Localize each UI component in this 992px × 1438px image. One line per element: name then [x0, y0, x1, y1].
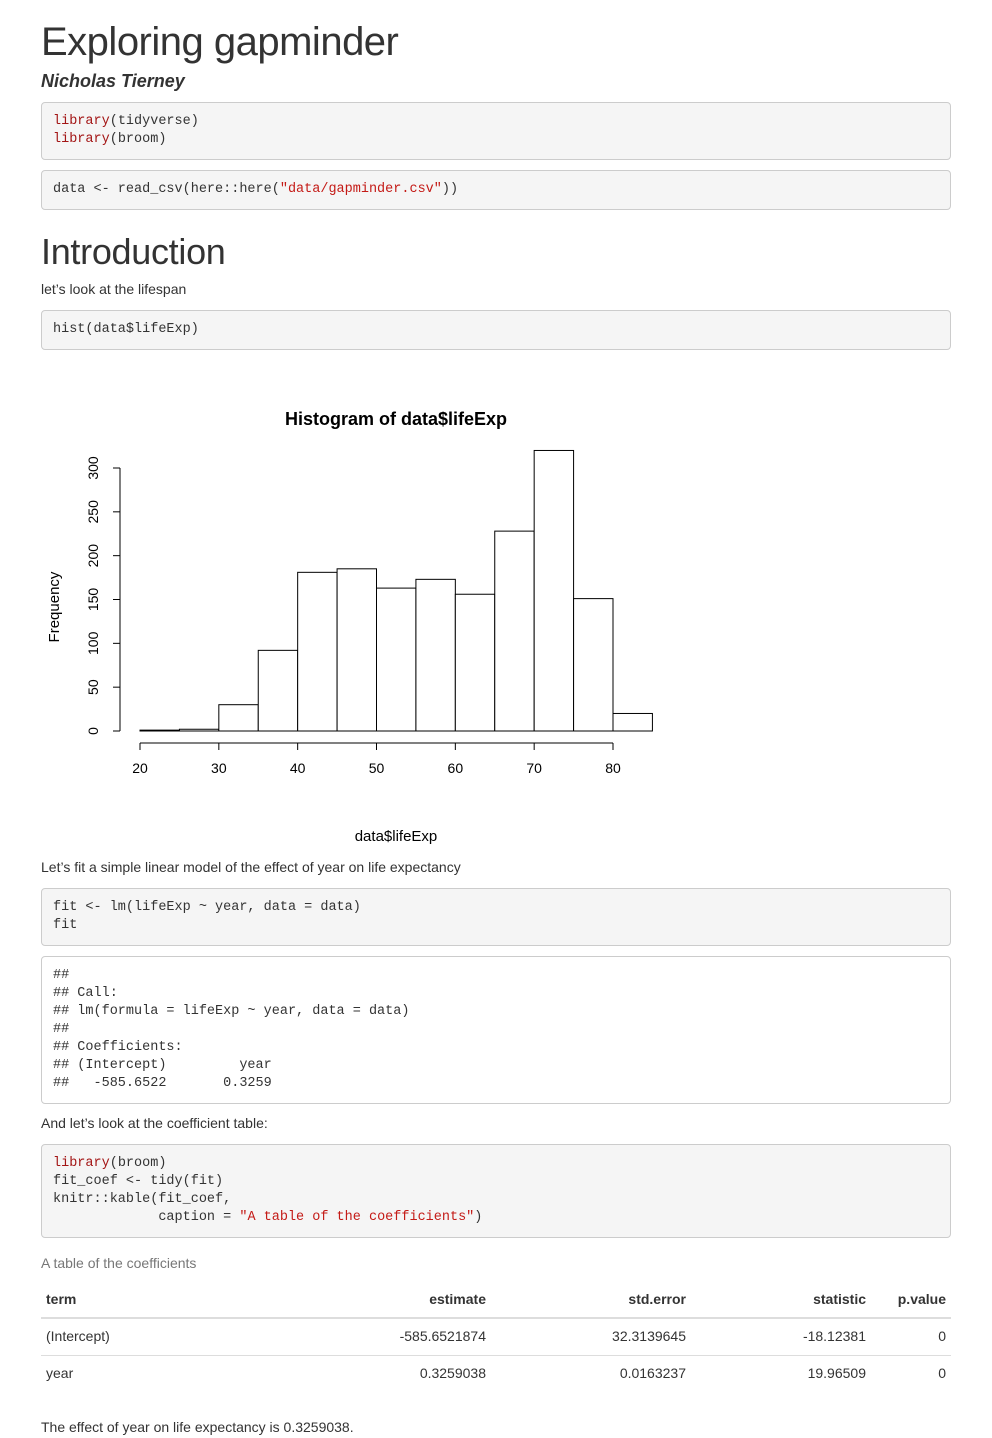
- author: Nicholas Tierney: [41, 71, 185, 91]
- table-cell: 19.96509: [691, 1355, 871, 1393]
- paragraph: The effect of year on life expectancy is…: [41, 1419, 354, 1436]
- output-block-fit: ## ## Call: ## lm(formula = lifeExp ~ ye…: [41, 955, 951, 1104]
- table-cell: -18.12381: [691, 1317, 871, 1356]
- code-token: knitr::kable(fit_coef,: [53, 1191, 232, 1207]
- column-header: p.value: [871, 1281, 951, 1320]
- code-block-hist: hist(data$lifeExp): [41, 309, 951, 350]
- code-token: caption =: [53, 1209, 240, 1225]
- histogram-bar: [454, 593, 496, 732]
- code-token: (broom): [109, 1155, 167, 1171]
- page-title: Exploring gapminder: [41, 20, 399, 64]
- output-line: ## lm(formula = lifeExp ~ year, data = d…: [53, 1003, 410, 1019]
- output-line: ## (Intercept) year: [53, 1057, 272, 1073]
- code-token: (broom): [109, 132, 167, 147]
- column-header: term: [41, 1281, 281, 1320]
- x-tick-label: 70: [526, 760, 542, 776]
- column-header: std.error: [491, 1281, 691, 1320]
- code-token: fit: [53, 917, 78, 933]
- histogram-chart: Histogram of data$lifeExp data$lifeExp F…: [46, 409, 653, 845]
- paragraph: Let’s fit a simple linear model of the e…: [41, 858, 461, 875]
- code-token: fit <- lm(lifeExp ~ year, data = data): [53, 899, 361, 915]
- code-token: library: [53, 1155, 110, 1171]
- code-token: ): [474, 1209, 483, 1225]
- x-tick-label: 30: [211, 760, 227, 776]
- x-axis-label: data$lifeExp: [355, 828, 438, 845]
- histogram-bar: [336, 568, 378, 732]
- coefficient-table: term estimate std.error statistic p.valu…: [41, 1281, 951, 1393]
- output-line: ## Call:: [53, 985, 118, 1001]
- table-caption: A table of the coefficients: [41, 1254, 197, 1271]
- y-tick-label: 50: [85, 679, 101, 695]
- code-block-read-data: data <- read_csv(here::here("data/gapmin…: [41, 170, 951, 210]
- output-line: ## Coefficients:: [53, 1039, 183, 1055]
- histogram-bar: [218, 704, 259, 732]
- code-token: (tidyverse): [109, 114, 199, 129]
- paragraph: And let’s look at the coefficient table:: [41, 1114, 268, 1131]
- code-block-coef-table: library(broom) fit_coef <- tidy(fit) kni…: [41, 1143, 951, 1238]
- paragraph: let’s look at the lifespan: [41, 281, 187, 297]
- y-tick-label: 250: [85, 500, 101, 524]
- x-tick-label: 60: [448, 760, 464, 776]
- output-line: ## -585.6522 0.3259: [53, 1075, 272, 1091]
- code-string: "data/gapminder.csv": [279, 182, 442, 197]
- table-cell: -585.6521874: [281, 1317, 491, 1356]
- table-cell: 0.0163237: [491, 1355, 691, 1393]
- code-token: )): [441, 182, 459, 197]
- histogram-bar: [415, 578, 456, 732]
- table-cell: 0: [871, 1317, 951, 1356]
- histogram-bar: [257, 649, 299, 732]
- code-token: library: [53, 132, 110, 147]
- x-tick-label: 20: [132, 760, 148, 776]
- x-tick-label: 50: [369, 760, 385, 776]
- histogram-bar: [178, 728, 220, 732]
- table-cell: (Intercept): [41, 1317, 281, 1356]
- code-block-fit: fit <- lm(lifeExp ~ year, data = data) f…: [41, 887, 951, 946]
- histogram-bar: [573, 597, 614, 732]
- code-block-libraries: library(tidyverse) library(broom): [41, 102, 951, 160]
- histogram-bar: [376, 587, 417, 732]
- y-tick-label: 300: [85, 456, 101, 480]
- y-tick-label: 200: [85, 544, 101, 568]
- code-token: fit_coef <- tidy(fit): [53, 1173, 224, 1189]
- histogram-bar: [494, 530, 535, 732]
- histogram-figure: Histogram of data$lifeExp data$lifeExp F…: [41, 368, 681, 848]
- output-line: ##: [53, 967, 70, 983]
- histogram-bar: [533, 449, 575, 732]
- code-token: hist(data$lifeExp): [53, 321, 199, 337]
- x-tick-label: 40: [290, 760, 306, 776]
- histogram-bar: [297, 571, 338, 732]
- code-string: "A table of the coefficients": [239, 1209, 475, 1225]
- section-heading-introduction: Introduction: [41, 231, 226, 272]
- code-token: data <- read_csv(here::here(: [53, 182, 280, 197]
- table-cell: year: [41, 1355, 281, 1393]
- table-row: (Intercept) -585.6521874 32.3139645 -18.…: [41, 1317, 951, 1356]
- x-tick-label: 80: [605, 760, 621, 776]
- histogram-bar: [139, 729, 180, 732]
- y-axis-label: Frequency: [46, 571, 63, 642]
- table-row: year 0.3259038 0.0163237 19.96509 0: [41, 1355, 951, 1393]
- column-header: estimate: [281, 1281, 491, 1320]
- table-cell: 0: [871, 1355, 951, 1393]
- table-cell: 0.3259038: [281, 1355, 491, 1393]
- histogram-bar: [612, 712, 653, 732]
- output-line: ##: [53, 1021, 70, 1037]
- table-cell: 32.3139645: [491, 1317, 691, 1356]
- y-tick-label: 0: [85, 727, 101, 735]
- y-tick-label: 100: [85, 631, 101, 655]
- y-tick-label: 150: [85, 587, 101, 611]
- column-header: statistic: [691, 1281, 871, 1320]
- document: Exploring gapminder Nicholas Tierney lib…: [41, 0, 951, 1438]
- chart-title: Histogram of data$lifeExp: [285, 409, 507, 429]
- code-token: library: [53, 114, 110, 129]
- table-header-row: term estimate std.error statistic p.valu…: [41, 1281, 951, 1320]
